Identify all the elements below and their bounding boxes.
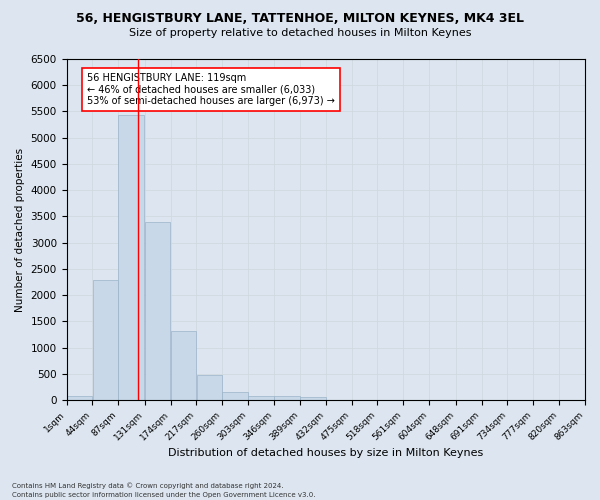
Text: 56, HENGISTBURY LANE, TATTENHOE, MILTON KEYNES, MK4 3EL: 56, HENGISTBURY LANE, TATTENHOE, MILTON … — [76, 12, 524, 26]
Bar — [145, 222, 170, 400]
Bar — [118, 115, 144, 400]
Y-axis label: Number of detached properties: Number of detached properties — [15, 148, 25, 312]
Bar — [300, 398, 326, 400]
Bar — [197, 375, 222, 400]
Text: Contains public sector information licensed under the Open Government Licence v3: Contains public sector information licen… — [12, 492, 316, 498]
Bar — [171, 332, 196, 400]
Bar — [92, 280, 118, 400]
Bar — [248, 396, 274, 400]
Bar — [223, 392, 248, 400]
Text: Contains HM Land Registry data © Crown copyright and database right 2024.: Contains HM Land Registry data © Crown c… — [12, 482, 284, 489]
X-axis label: Distribution of detached houses by size in Milton Keynes: Distribution of detached houses by size … — [168, 448, 484, 458]
Text: Size of property relative to detached houses in Milton Keynes: Size of property relative to detached ho… — [129, 28, 471, 38]
Bar — [67, 396, 92, 400]
Text: 56 HENGISTBURY LANE: 119sqm
← 46% of detached houses are smaller (6,033)
53% of : 56 HENGISTBURY LANE: 119sqm ← 46% of det… — [87, 72, 335, 106]
Bar — [274, 396, 300, 400]
